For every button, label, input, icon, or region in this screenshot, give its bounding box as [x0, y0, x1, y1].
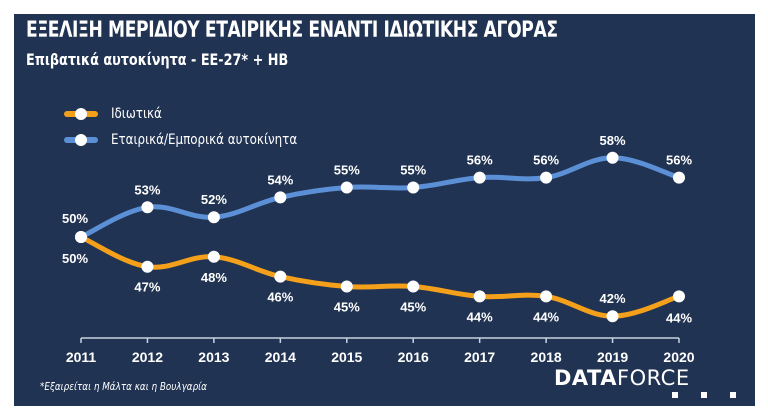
x-axis: 2011 2012 2013 2014 2015 2016 2017 2018 2019 2020	[66, 337, 695, 365]
x-tick-label: 2018	[531, 349, 562, 365]
logo-square-icon	[701, 392, 707, 398]
x-tick-label: 2020	[663, 349, 694, 365]
data-label-corporate: 56%	[533, 153, 559, 168]
x-tick-label: 2013	[198, 349, 229, 365]
x-tick-label: 2011	[66, 349, 97, 365]
point-corporate	[540, 171, 553, 184]
series-lines	[78, 155, 682, 319]
data-label-corporate: 55%	[334, 163, 360, 178]
point-private	[207, 250, 220, 263]
x-tick-label: 2012	[132, 349, 163, 365]
series-line-private	[78, 234, 682, 319]
data-label-corporate: 50%	[62, 211, 88, 226]
legend-swatch-private-icon	[64, 108, 98, 120]
point-corporate	[141, 201, 154, 214]
point-corporate	[606, 151, 619, 164]
x-tick-label: 2014	[265, 349, 296, 365]
point-private	[540, 290, 553, 303]
point-corporate	[75, 231, 87, 243]
data-label-corporate: 54%	[267, 172, 293, 187]
logo-square-icon	[672, 392, 678, 398]
series-line-corporate	[78, 155, 682, 240]
point-corporate	[673, 171, 685, 184]
point-corporate	[207, 211, 220, 224]
x-tick-label: 2016	[398, 349, 429, 365]
dataforce-logo: DATAFORCE	[554, 366, 690, 390]
data-label-corporate: 56%	[467, 153, 493, 168]
data-label-private: 46%	[267, 290, 293, 305]
point-private	[606, 310, 619, 323]
point-private	[473, 290, 486, 303]
point-corporate	[407, 181, 420, 194]
footnote: *Εξαιρείται η Μάλτα και η Βουλγαρία	[40, 380, 207, 393]
data-label-private: 45%	[334, 300, 360, 315]
logo-square-icon	[730, 392, 736, 398]
point-private	[673, 290, 685, 303]
data-label-private: 44%	[467, 309, 493, 324]
legend-item-private: Ιδιωτικά	[64, 104, 171, 124]
data-label-private: 44%	[533, 309, 559, 324]
series-points	[75, 151, 685, 323]
point-corporate	[274, 191, 287, 204]
point-private	[274, 270, 287, 283]
legend-label-private: Ιδιωτικά	[111, 106, 162, 122]
data-label-corporate: 55%	[400, 163, 426, 178]
data-label-corporate: 53%	[134, 182, 160, 197]
point-private	[340, 280, 353, 293]
x-tick-label: 2015	[331, 349, 362, 365]
legend-item-corporate: Εταιρικά/Εμπορικά αυτοκίνητα	[64, 130, 330, 150]
data-label-private: 47%	[134, 280, 160, 295]
chart-subtitle: Επιβατικά αυτοκίνητα - ΕΕ-27* + ΗΒ	[26, 50, 289, 69]
data-labels: 50% 47% 48% 46% 45% 45% 44% 44% 42% 44% 50% 53% 52% 5…	[62, 133, 692, 326]
legend-label-corporate: Εταιρικά/Εμπορικά αυτοκίνητα	[111, 132, 298, 148]
legend-swatch-corporate-icon	[64, 134, 98, 146]
data-label-corporate: 52%	[201, 192, 227, 207]
x-tick-label: 2017	[464, 349, 495, 365]
point-corporate	[473, 171, 486, 184]
data-label-corporate: 58%	[600, 133, 626, 148]
data-label-private: 50%	[62, 251, 88, 266]
data-label-corporate: 56%	[666, 153, 692, 168]
logo-bold-text: DATA	[554, 366, 618, 390]
point-private	[407, 280, 420, 293]
data-label-private: 42%	[600, 291, 626, 306]
data-label-private: 44%	[666, 310, 692, 325]
data-label-private: 48%	[201, 270, 227, 285]
point-corporate	[340, 181, 353, 194]
x-tick-label: 2019	[597, 349, 628, 365]
data-label-private: 45%	[400, 300, 426, 315]
chart-title: ΕΞΕΛΙΞΗ ΜΕΡΙΔΙΟΥ ΕΤΑΙΡΙΚΗΣ ΕΝΑΝΤΙ ΙΔΙΩΤΙ…	[26, 18, 558, 43]
logo-light-text: FORCE	[617, 366, 690, 390]
point-private	[141, 260, 154, 273]
